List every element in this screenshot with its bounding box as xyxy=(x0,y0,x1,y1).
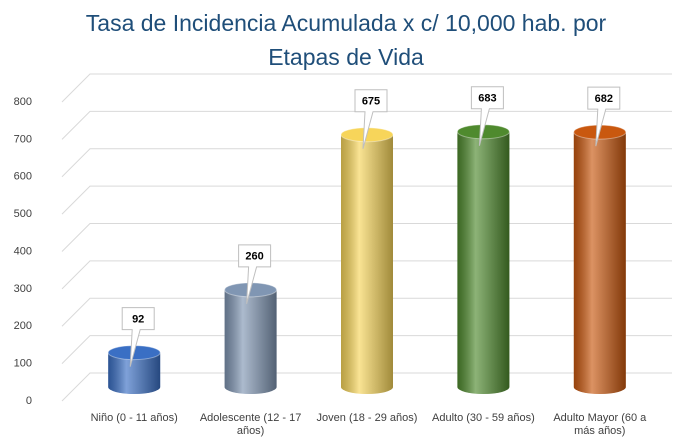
y-tick-label: 100 xyxy=(14,358,32,370)
x-tick-label: Adulto Mayor (60 a más años) xyxy=(553,412,647,437)
y-tick-label: 700 xyxy=(14,133,32,145)
y-tick-label: 400 xyxy=(14,245,32,257)
chart-title: Tasa de Incidencia Acumulada x c/ 10,000… xyxy=(85,10,607,70)
bar xyxy=(340,127,394,394)
value-label: 682 xyxy=(595,93,613,105)
bar xyxy=(456,124,510,395)
x-tick-label: Adolescente (12 - 17 años) xyxy=(199,412,302,437)
bar-shade xyxy=(341,134,393,394)
y-tick-label: 500 xyxy=(14,208,32,220)
bar-shade xyxy=(224,289,277,395)
bar-shade xyxy=(108,352,161,395)
x-tick-label: Adulto (30 - 59 años) xyxy=(432,412,535,424)
x-tick-label: Niño (0 - 11 años) xyxy=(90,412,178,424)
bar-shade xyxy=(573,132,626,395)
value-label: 92 xyxy=(132,314,144,326)
y-tick-label: 800 xyxy=(14,96,32,108)
x-tick-label: Joven (18 - 29 años) xyxy=(316,412,418,424)
bar-shade xyxy=(457,131,510,395)
bar xyxy=(107,345,161,395)
label-callout xyxy=(121,307,155,367)
y-tick-label: 0 xyxy=(26,395,32,407)
value-label: 683 xyxy=(478,93,496,105)
y-tick-label: 600 xyxy=(14,171,32,183)
value-label: 260 xyxy=(245,251,263,263)
grid-line xyxy=(61,110,672,140)
bar xyxy=(224,282,278,395)
bar xyxy=(573,124,627,395)
label-callout xyxy=(587,86,621,147)
label-callout xyxy=(470,86,504,146)
y-tick-label: 300 xyxy=(14,283,32,295)
label-callout xyxy=(354,89,388,149)
label-callout xyxy=(238,244,272,304)
grid-line xyxy=(61,73,672,103)
y-tick-label: 200 xyxy=(14,320,32,332)
value-label: 675 xyxy=(362,96,380,108)
